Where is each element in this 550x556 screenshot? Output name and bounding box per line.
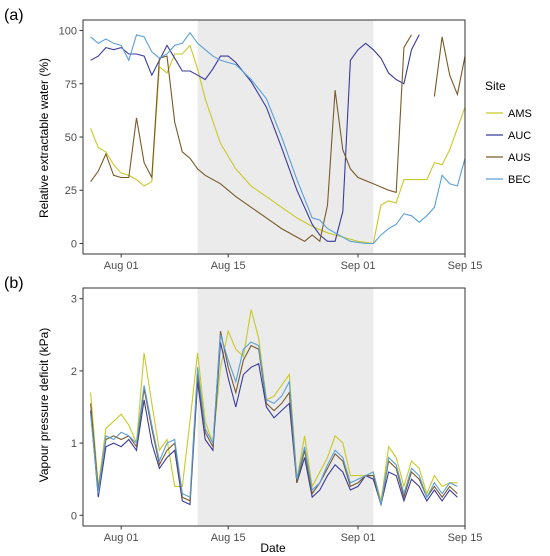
series-line-ams [90,309,458,502]
y-tick-label: 50 [65,132,77,144]
plot-frame [82,287,466,527]
series-line-ams [90,44,466,245]
series-line-auc [90,341,458,507]
y-axis-ticks: 0 25 50 75 100 [59,26,83,250]
y-tick-label: 0 [71,238,77,250]
x-tick-label: Sep 01 [341,260,376,272]
legend-label-aus: AUS [508,152,531,164]
legend: Site AMS AUC AUS BEC [485,79,532,186]
y-tick-label: 100 [59,26,77,38]
x-tick-label: Sep 15 [448,260,483,272]
x-tick-label: Sep 01 [341,532,376,544]
x-axis-ticks: Aug 01 Aug 15 Sep 01 Sep 15 [104,254,483,272]
series-line-auc [90,34,420,242]
x-tick-label: Aug 15 [211,532,246,544]
x-tick-label: Aug 01 [104,532,139,544]
x-axis-title: Date [260,541,286,555]
legend-label-auc: AUC [508,130,531,142]
y-tick-label: 75 [65,79,77,91]
legend-label-ams: AMS [508,108,532,120]
y-tick-label: 3 [71,294,77,306]
legend-title: Site [485,79,506,93]
y-axis-title: Vapour pressure deficit (kPa) [37,328,51,483]
y-tick-label: 25 [65,185,77,197]
series-line-aus [90,34,466,243]
y-tick-label: 0 [71,510,77,522]
x-tick-label: Sep 15 [448,532,483,544]
series-line-bec [90,334,458,505]
series-line-aus [90,331,458,505]
series-lines [90,31,466,245]
y-axis-ticks: 0 1 2 3 [71,294,83,522]
y-tick-label: 1 [71,438,77,450]
panel-b-label: (b) [4,275,24,292]
series-line-bec [90,31,466,245]
series-lines [90,309,458,507]
x-axis-ticks: Aug 01 Aug 15 Sep 01 Sep 15 [104,526,483,544]
legend-label-bec: BEC [508,174,531,186]
drought-period-shade [197,20,374,254]
x-tick-label: Aug 15 [211,260,246,272]
panel-a-label: (a) [4,7,24,24]
panel-b: (b) 0 1 2 3 Aug 01 Aug 15 Sep 01 Sep 15 Vapour… [4,275,482,544]
x-tick-label: Aug 01 [104,260,139,272]
y-axis-title: Relative extractable water (%) [37,58,51,218]
y-tick-label: 2 [71,366,77,378]
